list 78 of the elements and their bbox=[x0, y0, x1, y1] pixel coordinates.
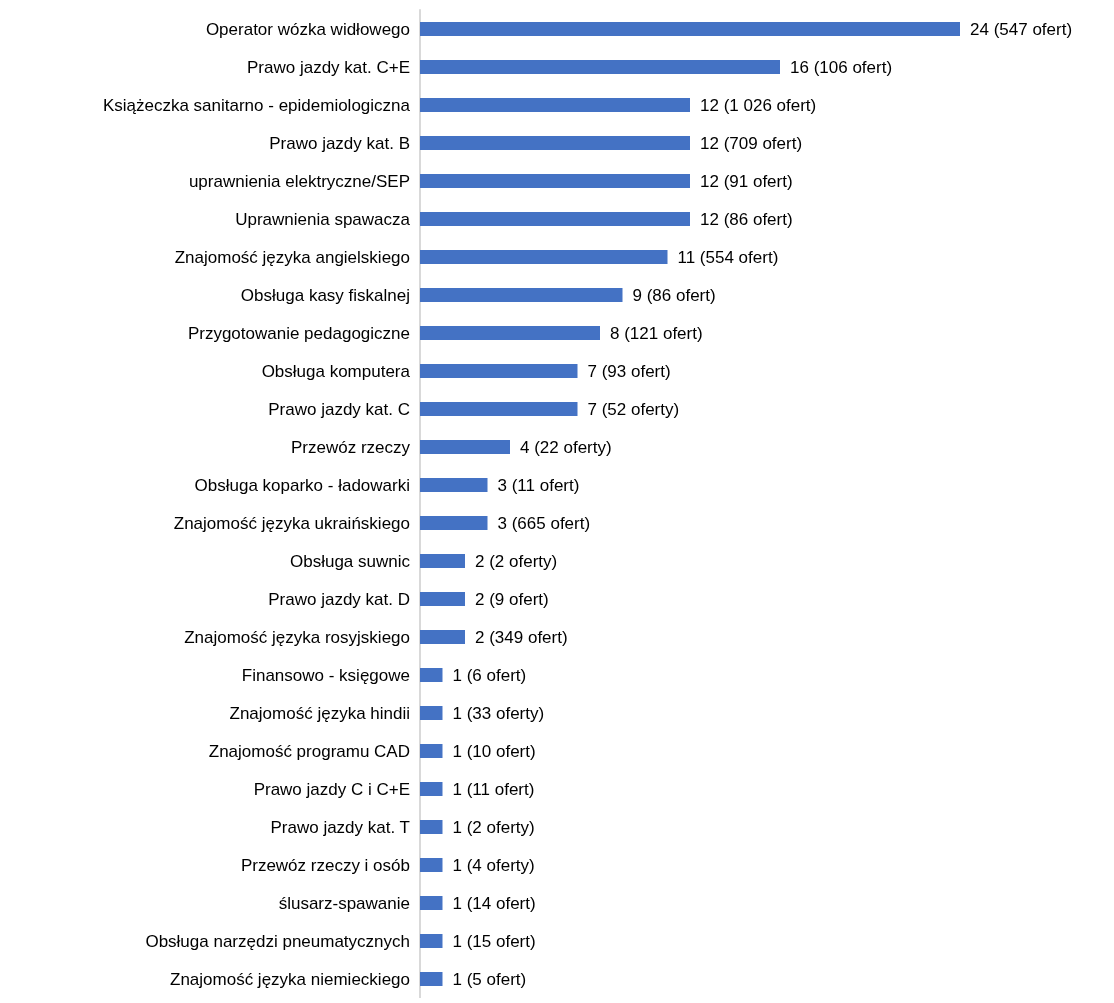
bar bbox=[420, 478, 488, 492]
bar bbox=[420, 668, 443, 682]
data-label: 1 (33 oferty) bbox=[452, 703, 545, 723]
data-label: 12 (1 026 ofert) bbox=[700, 95, 817, 115]
y-tick-label: Obsługa komputera bbox=[261, 361, 411, 381]
bar bbox=[420, 744, 443, 758]
data-label: 12 (91 ofert) bbox=[700, 171, 793, 191]
data-label: 3 (665 ofert) bbox=[497, 513, 591, 533]
y-tick-label: Prawo jazdy kat. C+E bbox=[247, 57, 410, 77]
bar bbox=[420, 972, 443, 986]
data-label: 4 (22 oferty) bbox=[520, 437, 612, 457]
bar bbox=[420, 934, 443, 948]
bar bbox=[420, 592, 465, 606]
data-label: 8 (121 ofert) bbox=[610, 323, 703, 343]
y-tick-label: Znajomość języka ukraińskiego bbox=[173, 513, 410, 533]
bar bbox=[420, 136, 690, 150]
y-tick-label: Znajomość języka hindii bbox=[229, 703, 410, 723]
y-tick-label: ślusarz-spawanie bbox=[278, 893, 410, 913]
y-tick-label: Prawo jazdy kat. D bbox=[268, 589, 410, 609]
bar bbox=[420, 402, 578, 416]
data-label: 16 (106 ofert) bbox=[790, 57, 893, 77]
bar bbox=[420, 288, 623, 302]
y-tick-label: Operator wózka widłowego bbox=[205, 19, 410, 39]
y-tick-label: uprawnienia elektryczne/SEP bbox=[188, 171, 410, 191]
data-label: 1 (10 ofert) bbox=[452, 741, 536, 761]
bar bbox=[420, 22, 960, 36]
y-tick-label: Książeczka sanitarno - epidemiologiczna bbox=[102, 95, 411, 115]
data-label: 2 (349 ofert) bbox=[475, 627, 568, 647]
data-label: 3 (11 ofert) bbox=[497, 475, 580, 495]
data-label: 12 (709 ofert) bbox=[700, 133, 803, 153]
y-tick-label: Prawo jazdy kat. C bbox=[268, 399, 410, 419]
bar bbox=[420, 706, 443, 720]
y-tick-label: Znajomość programu CAD bbox=[208, 741, 410, 761]
bar bbox=[420, 326, 600, 340]
bar bbox=[420, 858, 443, 872]
bar bbox=[420, 60, 780, 74]
bar bbox=[420, 820, 443, 834]
data-label: 1 (11 ofert) bbox=[452, 779, 535, 799]
y-tick-label: Prawo jazdy kat. T bbox=[270, 817, 410, 837]
data-label: 12 (86 ofert) bbox=[700, 209, 793, 229]
bar bbox=[420, 516, 488, 530]
data-label: 9 (86 ofert) bbox=[632, 285, 716, 305]
bar bbox=[420, 250, 668, 264]
y-tick-label: Obsługa kasy fiskalnej bbox=[240, 285, 410, 305]
y-tick-label: Uprawnienia spawacza bbox=[235, 209, 411, 229]
y-tick-label: Przygotowanie pedagogiczne bbox=[187, 323, 410, 343]
data-label: 7 (93 ofert) bbox=[587, 361, 671, 381]
data-label: 1 (14 ofert) bbox=[452, 893, 536, 913]
y-tick-label: Przewóz rzeczy i osób bbox=[240, 855, 410, 875]
y-tick-label: Znajomość języka niemieckiego bbox=[170, 969, 410, 989]
data-label: 7 (52 oferty) bbox=[587, 399, 680, 419]
bar bbox=[420, 630, 465, 644]
y-tick-label: Obsługa koparko - ładowarki bbox=[194, 475, 410, 495]
y-tick-label: Prawo jazdy C i C+E bbox=[253, 779, 410, 799]
bar bbox=[420, 896, 443, 910]
data-label: 2 (9 ofert) bbox=[475, 589, 549, 609]
y-tick-label: Finansowo - księgowe bbox=[241, 665, 410, 685]
data-label: 11 (554 ofert) bbox=[677, 247, 779, 267]
bar bbox=[420, 364, 578, 378]
data-label: 24 (547 ofert) bbox=[970, 19, 1073, 39]
bar bbox=[420, 554, 465, 568]
bar bbox=[420, 174, 690, 188]
bar bbox=[420, 212, 690, 226]
data-label: 1 (6 ofert) bbox=[452, 665, 527, 685]
y-tick-label: Obsługa suwnic bbox=[289, 551, 411, 571]
y-tick-label: Przewóz rzeczy bbox=[290, 437, 411, 457]
bar bbox=[420, 782, 443, 796]
bar bbox=[420, 440, 510, 454]
y-tick-label: Prawo jazdy kat. B bbox=[269, 133, 410, 153]
y-tick-label: Znajomość języka angielskiego bbox=[174, 247, 410, 267]
data-label: 1 (2 oferty) bbox=[452, 817, 535, 837]
y-tick-label: Obsługa narzędzi pneumatycznych bbox=[145, 931, 410, 951]
bar bbox=[420, 98, 690, 112]
y-tick-label: Znajomość języka rosyjskiego bbox=[184, 627, 410, 647]
data-label: 2 (2 oferty) bbox=[475, 551, 558, 571]
data-label: 1 (4 oferty) bbox=[452, 855, 535, 875]
data-label: 1 (5 ofert) bbox=[452, 969, 527, 989]
data-label: 1 (15 ofert) bbox=[452, 931, 536, 951]
